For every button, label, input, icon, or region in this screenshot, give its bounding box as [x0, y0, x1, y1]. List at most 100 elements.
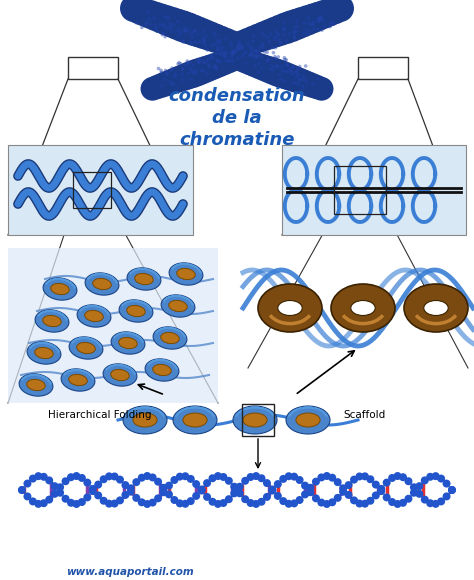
Circle shape: [334, 494, 342, 502]
Circle shape: [234, 49, 258, 74]
Circle shape: [312, 478, 320, 485]
Bar: [8, 145, 193, 235]
Text: Hierarchical Folding: Hierarchical Folding: [48, 410, 152, 420]
Circle shape: [191, 35, 194, 38]
Circle shape: [296, 82, 300, 85]
Circle shape: [176, 62, 180, 66]
Circle shape: [215, 67, 219, 70]
Circle shape: [266, 35, 270, 39]
Ellipse shape: [127, 306, 146, 317]
Circle shape: [310, 0, 338, 28]
Circle shape: [361, 499, 369, 508]
Circle shape: [310, 23, 313, 27]
Circle shape: [223, 32, 251, 60]
Ellipse shape: [258, 284, 322, 332]
Circle shape: [204, 44, 207, 48]
Circle shape: [298, 3, 328, 33]
Circle shape: [271, 46, 274, 49]
Circle shape: [193, 40, 197, 44]
Circle shape: [274, 480, 282, 488]
Circle shape: [292, 65, 295, 68]
Circle shape: [279, 497, 287, 505]
Circle shape: [437, 498, 445, 505]
Circle shape: [153, 16, 156, 20]
Circle shape: [205, 72, 209, 76]
Circle shape: [282, 33, 286, 37]
Circle shape: [159, 23, 162, 27]
Circle shape: [318, 19, 321, 23]
Ellipse shape: [69, 375, 87, 386]
Circle shape: [231, 49, 235, 53]
Circle shape: [224, 55, 228, 59]
Circle shape: [222, 53, 226, 57]
Circle shape: [275, 64, 279, 67]
Circle shape: [105, 499, 113, 508]
Circle shape: [345, 481, 353, 489]
Circle shape: [170, 68, 173, 72]
Circle shape: [216, 59, 219, 63]
Circle shape: [356, 473, 364, 480]
Circle shape: [318, 473, 325, 481]
Circle shape: [448, 486, 456, 494]
Circle shape: [297, 73, 300, 77]
Circle shape: [273, 46, 277, 49]
Ellipse shape: [123, 406, 167, 434]
Circle shape: [280, 64, 284, 68]
Circle shape: [144, 23, 147, 27]
Circle shape: [157, 67, 160, 70]
Circle shape: [23, 480, 31, 488]
Circle shape: [255, 53, 259, 57]
Circle shape: [156, 7, 187, 38]
Circle shape: [174, 62, 202, 89]
Circle shape: [250, 46, 254, 50]
Circle shape: [214, 65, 218, 68]
Circle shape: [272, 62, 300, 89]
Circle shape: [350, 476, 358, 484]
Circle shape: [257, 54, 261, 57]
Circle shape: [257, 70, 261, 74]
Circle shape: [366, 496, 374, 505]
Circle shape: [51, 490, 59, 498]
Ellipse shape: [51, 284, 69, 295]
Ellipse shape: [278, 300, 302, 316]
Circle shape: [293, 26, 297, 29]
Circle shape: [279, 78, 283, 81]
Circle shape: [130, 0, 159, 27]
Circle shape: [237, 40, 241, 44]
Circle shape: [318, 17, 321, 20]
Circle shape: [222, 50, 226, 55]
Circle shape: [197, 60, 201, 64]
Circle shape: [206, 26, 235, 55]
Circle shape: [277, 72, 281, 76]
Circle shape: [163, 14, 166, 19]
Circle shape: [252, 472, 260, 480]
Circle shape: [284, 70, 288, 73]
Circle shape: [202, 53, 228, 79]
Circle shape: [154, 478, 162, 485]
Circle shape: [266, 59, 270, 62]
Circle shape: [105, 472, 113, 480]
Circle shape: [230, 490, 238, 497]
Circle shape: [283, 21, 286, 25]
Circle shape: [399, 473, 407, 481]
Circle shape: [285, 61, 288, 66]
Circle shape: [216, 48, 219, 52]
Circle shape: [301, 481, 309, 490]
Circle shape: [202, 39, 206, 43]
Circle shape: [227, 59, 231, 62]
Circle shape: [287, 64, 290, 67]
Circle shape: [285, 472, 293, 480]
Circle shape: [321, 0, 349, 24]
Circle shape: [339, 484, 347, 492]
Circle shape: [310, 77, 334, 101]
Circle shape: [166, 66, 192, 92]
Circle shape: [203, 479, 211, 487]
Circle shape: [316, 77, 320, 81]
Circle shape: [291, 66, 295, 69]
Circle shape: [195, 21, 225, 51]
Circle shape: [198, 58, 201, 61]
Circle shape: [279, 475, 287, 483]
Circle shape: [206, 48, 209, 52]
Circle shape: [185, 59, 189, 63]
Circle shape: [189, 60, 192, 64]
